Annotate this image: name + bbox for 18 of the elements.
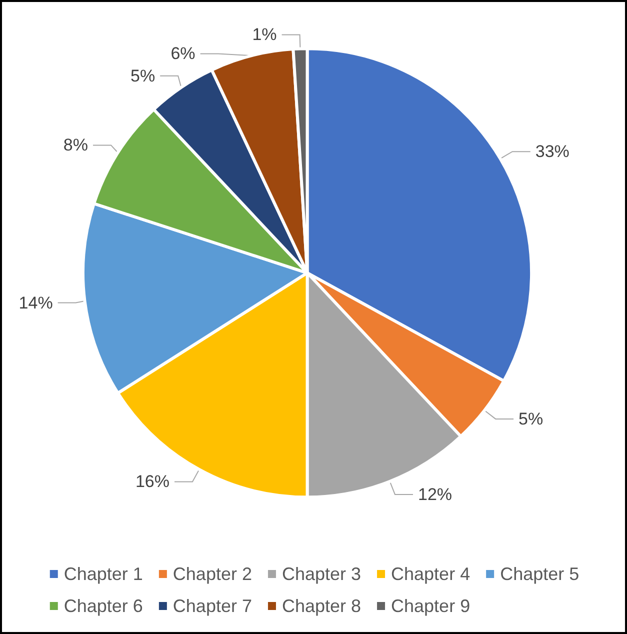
- data-label: 5%: [518, 409, 544, 428]
- legend-label: Chapter 2: [172, 564, 252, 584]
- data-label: 33%: [535, 142, 570, 162]
- data-label: 8%: [63, 136, 88, 155]
- data-label: 6%: [170, 44, 196, 64]
- data-label: 5%: [130, 66, 156, 86]
- data-label: 14%: [18, 293, 53, 312]
- legend-label: Chapter 3: [282, 564, 362, 584]
- legend-label: Chapter 5: [500, 564, 580, 584]
- data-label: 12%: [418, 484, 452, 504]
- legend-label: Chapter 7: [172, 596, 252, 616]
- legend-label: Chapter 1: [64, 564, 143, 584]
- legend-label: Chapter 8: [282, 596, 362, 616]
- data-label: 1%: [252, 25, 277, 44]
- legend-label: Chapter 4: [391, 564, 470, 584]
- legend-label: Chapter 6: [64, 596, 143, 616]
- legend-label: Chapter 9: [391, 596, 470, 616]
- data-label: 16%: [135, 472, 170, 492]
